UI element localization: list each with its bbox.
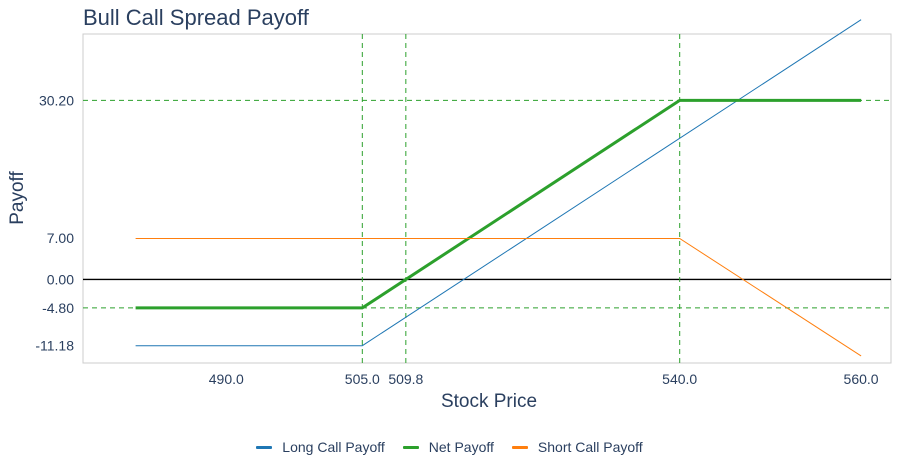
x-tick-label: 490.0 (209, 371, 244, 387)
y-tick-label: 30.20 (39, 92, 74, 108)
y-tick-label: -4.80 (42, 300, 74, 316)
series-line-long-call-payoff (135, 19, 862, 347)
x-axis-label: Stock Price (441, 391, 537, 412)
legend-item-long-call-payoff[interactable]: Long Call Payoff (256, 439, 385, 455)
chart-title: Bull Call Spread Payoff (83, 5, 309, 30)
series-line-net-payoff (135, 98, 862, 310)
y-tick-label: -11.18 (35, 338, 74, 354)
legend-swatch (511, 445, 528, 449)
y-axis-label: Payoff (7, 171, 28, 225)
x-tick-label: 509.8 (388, 371, 423, 387)
legend-item-short-call-payoff[interactable]: Short Call Payoff (511, 439, 643, 455)
legend-label: Net Payoff (428, 439, 494, 455)
series-line-short-call-payoff (135, 238, 862, 357)
legend-label: Long Call Payoff (282, 439, 385, 455)
legend-swatch (402, 445, 419, 449)
y-tick-label: 7.00 (47, 230, 74, 246)
legend-label: Short Call Payoff (537, 439, 643, 455)
legend: Long Call Payoff Net Payoff Short Call Pay… (0, 439, 899, 455)
x-tick-label: 505.0 (345, 371, 380, 387)
y-tick-label: 0.00 (47, 271, 74, 287)
plot-area (82, 33, 892, 364)
legend-swatch (256, 445, 273, 449)
x-tick-label: 560.0 (844, 371, 879, 387)
legend-item-net-payoff[interactable]: Net Payoff (402, 439, 494, 455)
x-tick-label: 540.0 (662, 371, 697, 387)
